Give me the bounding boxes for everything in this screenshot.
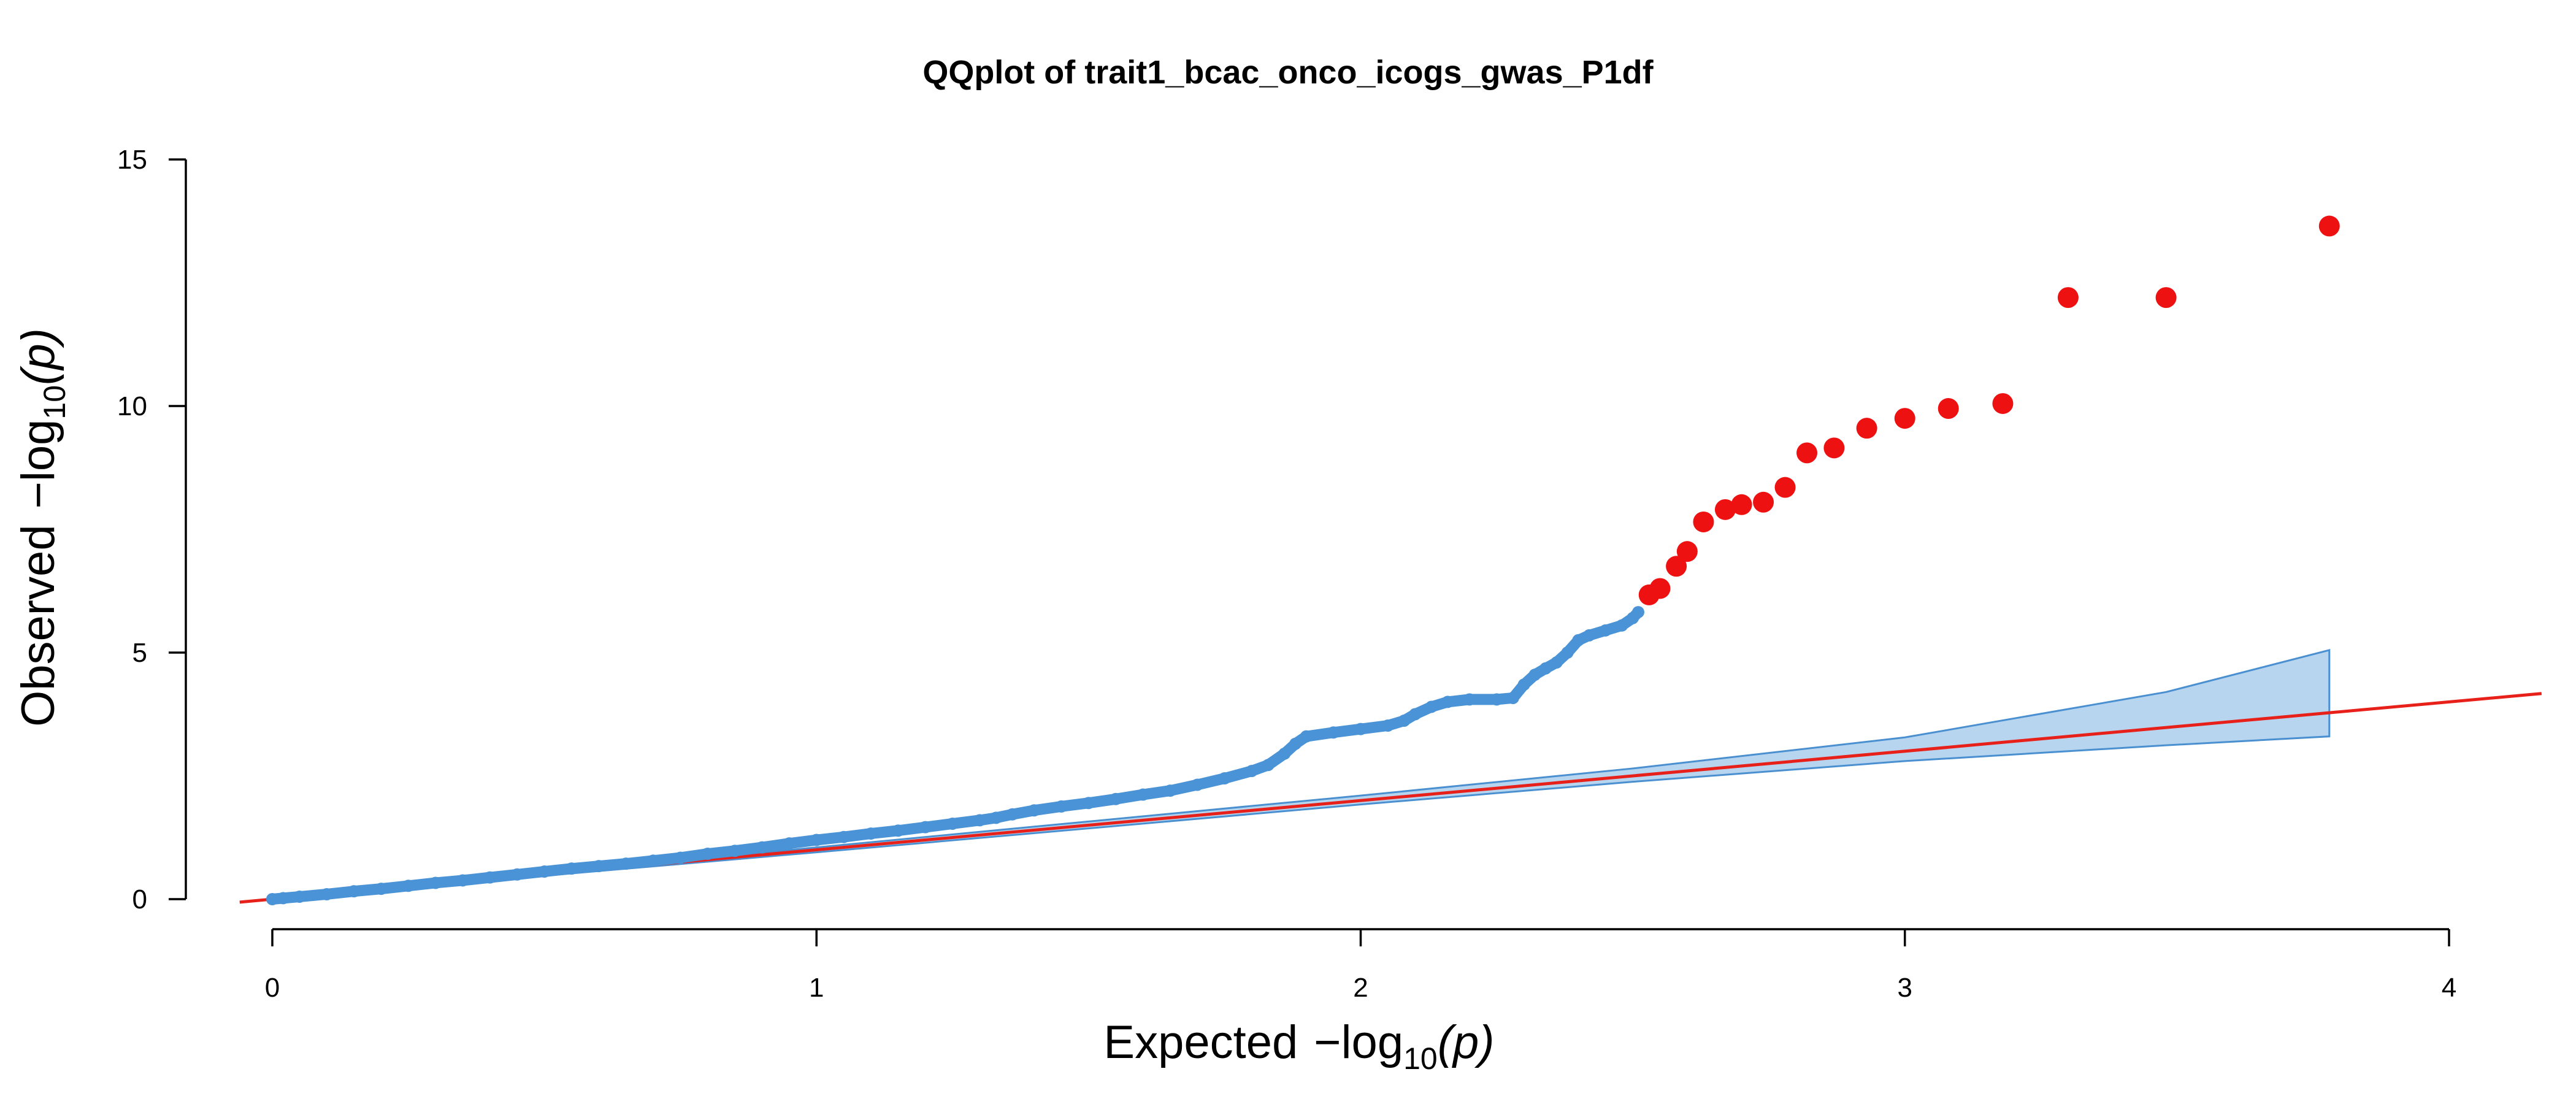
y-axis-label-prefix: Observed bbox=[12, 524, 64, 727]
series-1-points bbox=[1638, 215, 2340, 605]
confidence-band bbox=[272, 649, 2331, 900]
x-axis-label-subscript: 10 bbox=[1403, 1041, 1438, 1076]
data-point bbox=[2057, 287, 2079, 309]
x-tick-label: 3 bbox=[1898, 973, 1912, 1003]
y-tick-label: 5 bbox=[132, 638, 147, 668]
data-point bbox=[1693, 511, 1714, 532]
data-point bbox=[2155, 287, 2177, 309]
data-point bbox=[1823, 437, 1845, 459]
data-point bbox=[1796, 442, 1818, 464]
y-tick-label: 15 bbox=[117, 145, 147, 175]
data-point bbox=[1856, 418, 1877, 439]
x-tick-label: 4 bbox=[2442, 973, 2456, 1003]
x-axis-label-prefix: Expected bbox=[1103, 1016, 1298, 1068]
chart-title: QQplot of trait1_bcac_onco_icogs_gwas_P1… bbox=[922, 54, 1654, 91]
data-point bbox=[2318, 215, 2340, 237]
data-point bbox=[1894, 408, 1915, 429]
y-axis-ticks: 0 5 10 15 bbox=[117, 145, 186, 914]
x-axis-ticks: 0 1 2 3 4 bbox=[265, 929, 2456, 1003]
x-tick-label: 0 bbox=[265, 973, 280, 1003]
x-axis-label-arg: (p) bbox=[1438, 1016, 1495, 1068]
y-axis-label-subscript: 10 bbox=[37, 385, 72, 420]
data-point bbox=[1714, 499, 1736, 520]
data-point bbox=[1666, 556, 1687, 577]
data-point bbox=[1649, 578, 1671, 599]
plot-area bbox=[239, 215, 2542, 905]
y-axis-label-log: −log bbox=[12, 420, 64, 509]
x-axis-label-log: −log bbox=[1314, 1016, 1403, 1068]
data-point bbox=[1938, 398, 1959, 420]
x-tick-label: 1 bbox=[809, 973, 824, 1003]
x-axis-label: Expected −log10(p) bbox=[1103, 1016, 1494, 1076]
data-point bbox=[1676, 541, 1698, 562]
data-point-trail bbox=[1627, 607, 1644, 624]
data-point bbox=[1731, 494, 1752, 515]
data-point bbox=[1992, 393, 2014, 414]
y-tick-label: 0 bbox=[132, 884, 147, 914]
series-0-points bbox=[266, 606, 1644, 905]
y-tick-label: 10 bbox=[117, 391, 147, 421]
x-tick-label: 2 bbox=[1353, 973, 1368, 1003]
data-point bbox=[1774, 477, 1796, 498]
data-point bbox=[1753, 491, 1774, 513]
y-axis-label-arg: (p) bbox=[12, 328, 64, 385]
y-axis-label: Observed −log10(p) bbox=[12, 328, 72, 727]
